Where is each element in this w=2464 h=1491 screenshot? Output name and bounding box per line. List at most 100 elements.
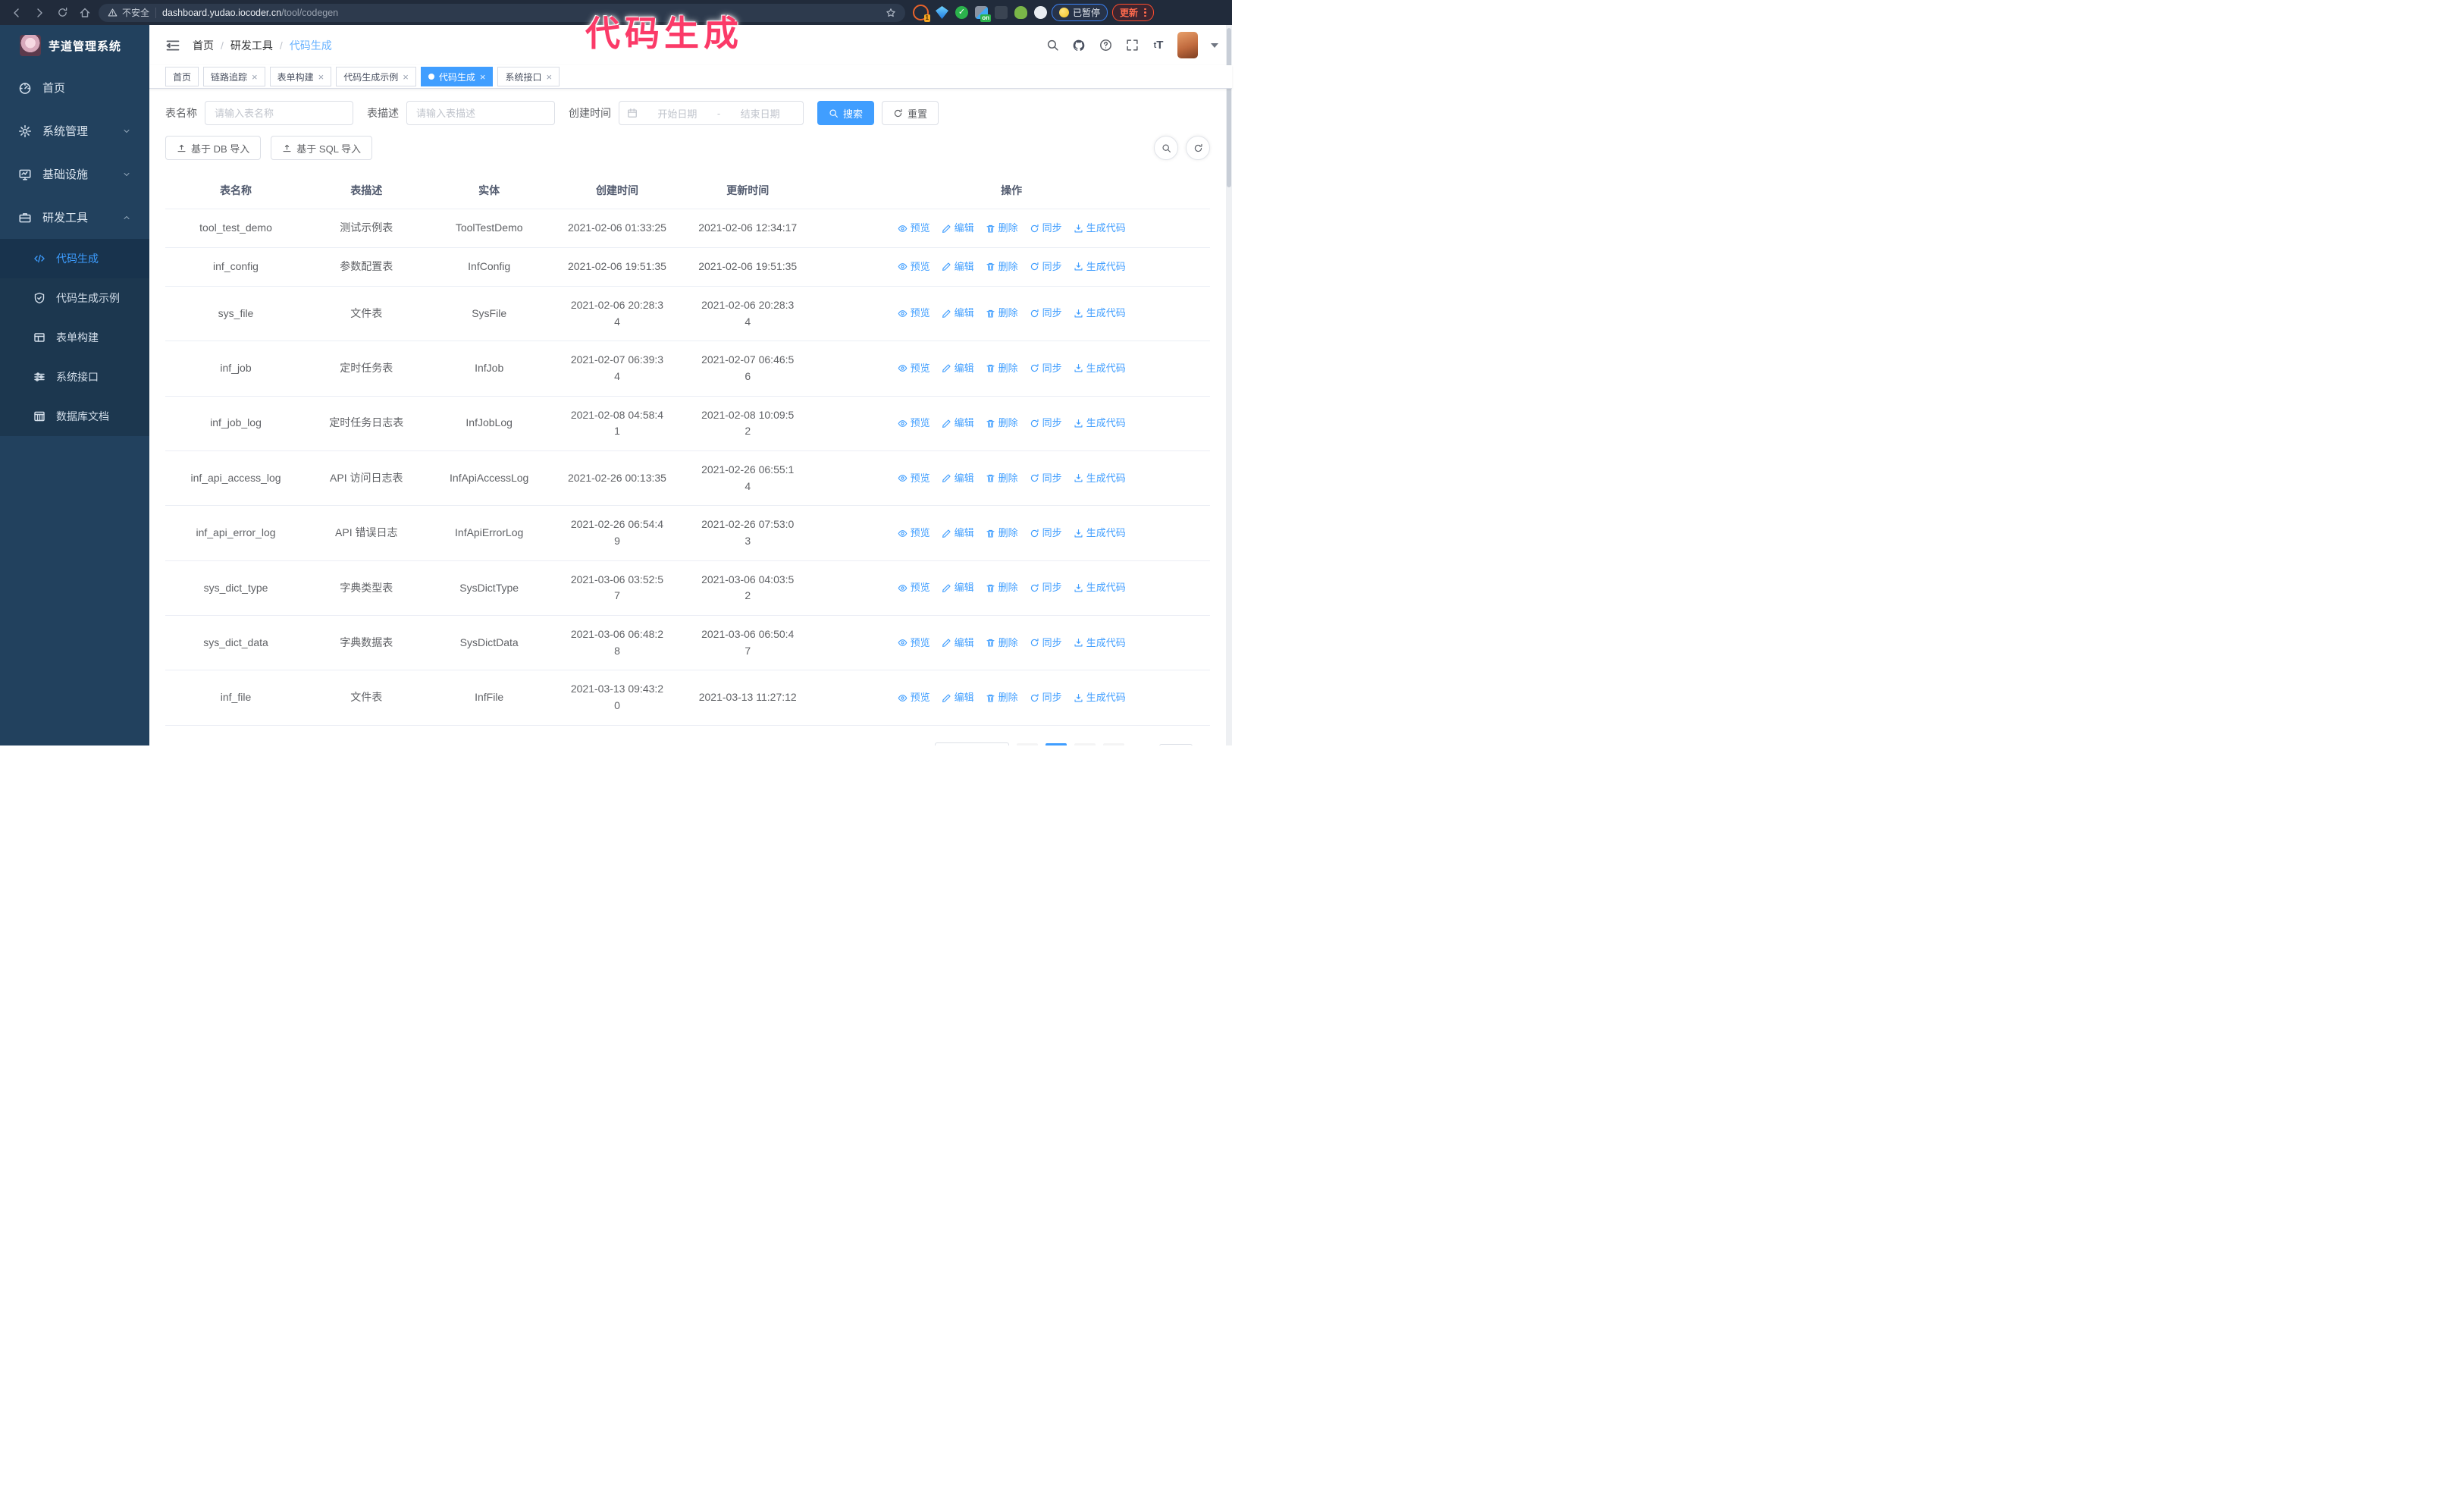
preview-link[interactable]: 预览 <box>898 580 930 595</box>
edit-link[interactable]: 编辑 <box>942 416 974 431</box>
sidebar-item-devtools[interactable]: 研发工具 <box>0 196 149 239</box>
delete-link[interactable]: 删除 <box>986 690 1018 705</box>
import-sql-button[interactable]: 基于 SQL 导入 <box>271 136 373 161</box>
table-desc-input[interactable] <box>406 101 555 126</box>
github-link[interactable] <box>1071 38 1086 53</box>
preview-link[interactable]: 预览 <box>898 471 930 486</box>
sidebar-item-codegen[interactable]: 代码生成 <box>0 239 149 278</box>
preview-link[interactable]: 预览 <box>898 690 930 705</box>
sidebar-item-codegen-example[interactable]: 代码生成示例 <box>0 278 149 318</box>
sync-link[interactable]: 同步 <box>1030 636 1062 651</box>
generate-code-link[interactable]: 生成代码 <box>1074 259 1126 275</box>
preview-link[interactable]: 预览 <box>898 221 930 236</box>
address-bar[interactable]: 不安全 dashboard.yudao.iocoder.cn/tool/code… <box>99 3 905 22</box>
caret-down-icon[interactable] <box>1211 42 1218 48</box>
sidebar-item-system-api[interactable]: 系统接口 <box>0 357 149 397</box>
sync-link[interactable]: 同步 <box>1030 259 1062 275</box>
preview-link[interactable]: 预览 <box>898 306 930 321</box>
reset-button[interactable]: 重置 <box>882 101 939 126</box>
generate-code-link[interactable]: 生成代码 <box>1074 526 1126 541</box>
preview-link[interactable]: 预览 <box>898 259 930 275</box>
generate-code-link[interactable]: 生成代码 <box>1074 221 1126 236</box>
forward-button[interactable] <box>30 4 49 22</box>
generate-code-link[interactable]: 生成代码 <box>1074 690 1126 705</box>
next-page-button[interactable] <box>1102 742 1124 746</box>
sync-link[interactable]: 同步 <box>1030 361 1062 376</box>
delete-link[interactable]: 删除 <box>986 526 1018 541</box>
delete-link[interactable]: 删除 <box>986 580 1018 595</box>
generate-code-link[interactable]: 生成代码 <box>1074 471 1126 486</box>
delete-link[interactable]: 删除 <box>986 471 1018 486</box>
edit-link[interactable]: 编辑 <box>942 306 974 321</box>
browser-update-button[interactable]: 更新 <box>1112 4 1154 21</box>
help-button[interactable] <box>1098 38 1113 53</box>
delete-link[interactable]: 删除 <box>986 221 1018 236</box>
edit-link[interactable]: 编辑 <box>942 221 974 236</box>
avatar[interactable] <box>1177 32 1198 59</box>
tab[interactable]: 代码生成示例 × <box>336 67 416 87</box>
delete-link[interactable]: 删除 <box>986 361 1018 376</box>
tab-close-icon[interactable]: × <box>546 71 553 83</box>
sync-link[interactable]: 同步 <box>1030 306 1062 321</box>
tab[interactable]: 系统接口 × <box>497 67 560 87</box>
sync-link[interactable]: 同步 <box>1030 526 1062 541</box>
extension-icon-plug[interactable] <box>1014 6 1027 19</box>
preview-link[interactable]: 预览 <box>898 636 930 651</box>
generate-code-link[interactable]: 生成代码 <box>1074 306 1126 321</box>
edit-link[interactable]: 编辑 <box>942 690 974 705</box>
sync-link[interactable]: 同步 <box>1030 690 1062 705</box>
delete-link[interactable]: 删除 <box>986 636 1018 651</box>
extension-icon-paw[interactable] <box>1034 6 1047 19</box>
edit-link[interactable]: 编辑 <box>942 471 974 486</box>
sidebar-item-db-doc[interactable]: 数据库文档 <box>0 397 149 436</box>
fullscreen-button[interactable] <box>1124 38 1140 53</box>
tab[interactable]: 链路追踪 × <box>203 67 265 87</box>
sidebar-item-home[interactable]: 首页 <box>0 66 149 109</box>
edit-link[interactable]: 编辑 <box>942 361 974 376</box>
generate-code-link[interactable]: 生成代码 <box>1074 580 1126 595</box>
extension-icon-grid[interactable]: on <box>975 6 991 22</box>
import-db-button[interactable]: 基于 DB 导入 <box>165 136 262 161</box>
app-logo[interactable]: 芋道管理系统 <box>0 25 149 66</box>
page-button-2[interactable]: 2 <box>1074 742 1096 746</box>
sidebar-item-system[interactable]: 系统管理 <box>0 109 149 152</box>
tab-close-icon[interactable]: × <box>403 71 409 83</box>
hamburger-icon[interactable] <box>165 38 180 53</box>
page-button-1[interactable]: 1 <box>1045 742 1067 746</box>
edit-link[interactable]: 编辑 <box>942 526 974 541</box>
preview-link[interactable]: 预览 <box>898 361 930 376</box>
sync-link[interactable]: 同步 <box>1030 580 1062 595</box>
home-button[interactable] <box>76 4 94 22</box>
edit-link[interactable]: 编辑 <box>942 636 974 651</box>
delete-link[interactable]: 删除 <box>986 416 1018 431</box>
preview-link[interactable]: 预览 <box>898 416 930 431</box>
tab[interactable]: 首页 <box>165 67 199 87</box>
breadcrumb-devtools[interactable]: 研发工具 <box>230 39 273 52</box>
sidebar-item-form-builder[interactable]: 表单构建 <box>0 318 149 357</box>
refresh-table-button[interactable] <box>1186 136 1210 161</box>
generate-code-link[interactable]: 生成代码 <box>1074 361 1126 376</box>
paused-extension-pill[interactable]: 已暂停 <box>1052 4 1108 21</box>
sync-link[interactable]: 同步 <box>1030 221 1062 236</box>
tab[interactable]: 表单构建 × <box>269 67 332 87</box>
tab[interactable]: 代码生成 × <box>420 67 494 87</box>
back-button[interactable] <box>8 4 26 22</box>
toggle-search-button[interactable] <box>1154 136 1178 161</box>
table-name-input[interactable] <box>205 101 353 126</box>
page-size-select[interactable]: 10条/页 <box>934 742 1009 746</box>
tab-close-icon[interactable]: × <box>318 71 324 83</box>
sync-link[interactable]: 同步 <box>1030 416 1062 431</box>
window-scrollbar[interactable] <box>1226 25 1232 746</box>
generate-code-link[interactable]: 生成代码 <box>1074 636 1126 651</box>
scrollbar-thumb[interactable] <box>1227 28 1231 187</box>
prev-page-button[interactable] <box>1016 742 1038 746</box>
edit-link[interactable]: 编辑 <box>942 259 974 275</box>
extension-icon-gem[interactable] <box>936 6 948 19</box>
goto-page-input[interactable] <box>1158 743 1193 746</box>
header-search-button[interactable] <box>1045 38 1060 53</box>
date-range-picker[interactable]: 开始日期 - 结束日期 <box>619 101 804 126</box>
delete-link[interactable]: 删除 <box>986 306 1018 321</box>
extension-icon-dark[interactable] <box>995 6 1008 19</box>
edit-link[interactable]: 编辑 <box>942 580 974 595</box>
